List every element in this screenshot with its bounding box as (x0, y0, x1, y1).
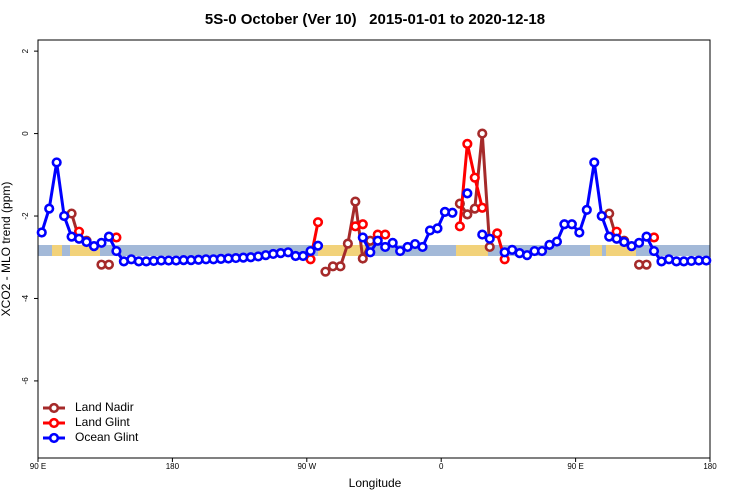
x-tick-label: 90 E (567, 462, 583, 471)
data-point (477, 202, 488, 213)
data-point (357, 219, 368, 230)
data-point (395, 245, 406, 257)
y-tick-label: -6 (21, 377, 30, 385)
chart-title: 5S-0 October (Ver 10) 2015-01-01 to 2020… (205, 11, 545, 28)
legend-label: Ocean Glint (75, 430, 139, 444)
data-point (380, 229, 391, 240)
data-point (551, 236, 563, 247)
data-point (641, 259, 652, 270)
data-point (342, 238, 353, 249)
data-point (484, 233, 495, 244)
data-point (36, 227, 47, 238)
y-tick-label: -2 (21, 212, 30, 220)
x-tick-label: 90 W (297, 462, 316, 471)
data-point (454, 221, 465, 232)
data-point (357, 253, 368, 264)
legend-label: Land Nadir (75, 400, 134, 414)
data-point (59, 210, 70, 222)
x-axis-label: Longitude (349, 476, 402, 490)
data-point (447, 207, 458, 218)
data-point (283, 247, 294, 258)
data-point (589, 157, 600, 168)
data-point (372, 235, 383, 246)
x-tick-label: 0 (439, 462, 444, 471)
data-point (350, 196, 361, 207)
data-point (103, 231, 115, 242)
data-point (596, 210, 607, 222)
data-point (387, 237, 398, 248)
data-point (103, 259, 115, 270)
legend-marker (48, 417, 60, 429)
data-point (492, 228, 503, 239)
land-flecks (52, 245, 636, 256)
data-point (462, 209, 473, 220)
plot-frame (37, 39, 711, 459)
data-point (96, 237, 107, 248)
y-axis-label: XCO2 - MLO trend (ppm) (0, 182, 13, 317)
data-point (462, 188, 473, 199)
data-point (536, 245, 548, 257)
data-point (477, 128, 488, 139)
data-point (648, 245, 660, 257)
data-point (581, 204, 592, 215)
data-point (320, 266, 331, 277)
y-tick-label: 2 (21, 48, 30, 53)
data-point (469, 172, 480, 183)
data-point (574, 227, 585, 238)
data-point (111, 245, 122, 257)
data-point (365, 247, 376, 258)
x-tick-label: 180 (703, 462, 717, 471)
data-point (521, 250, 533, 261)
data-point (477, 229, 488, 240)
data-point (380, 241, 391, 253)
data-point (312, 240, 324, 251)
data-point (51, 157, 62, 168)
data-point (566, 219, 577, 230)
x-tick-label: 90 E (30, 462, 46, 471)
data-point (305, 245, 316, 257)
legend-label: Land Glint (75, 415, 130, 429)
data-point (312, 217, 324, 228)
y-tick-label: -4 (21, 294, 30, 302)
x-tick-label: 180 (166, 462, 180, 471)
legend-marker (48, 432, 60, 444)
data-point (335, 261, 346, 272)
data-point (619, 236, 630, 248)
legend-marker (48, 402, 60, 414)
data-point (641, 231, 652, 242)
data-point (44, 203, 55, 214)
data-point (633, 237, 645, 248)
data-point (417, 241, 428, 253)
data-point (462, 138, 473, 149)
data-point (297, 250, 309, 262)
y-tick-label: 0 (21, 131, 30, 136)
data-point (484, 241, 495, 253)
data-point (357, 232, 368, 243)
data-point (701, 255, 712, 266)
data-point (81, 236, 92, 248)
data-point (432, 223, 443, 234)
